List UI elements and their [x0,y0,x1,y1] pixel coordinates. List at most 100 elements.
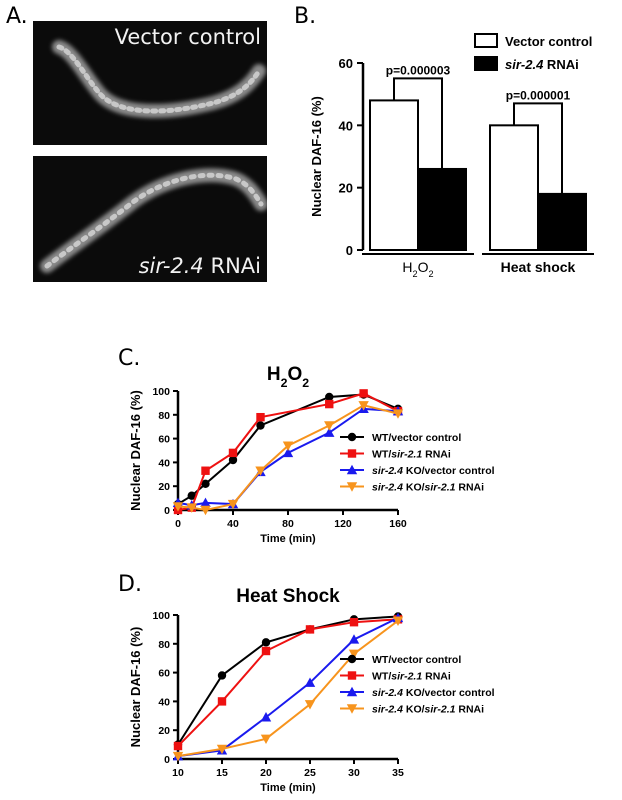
bar-vector-control [489,124,539,251]
y-axis-label: Nuclear DAF-16 (%) [128,390,143,511]
y-tick-label: 0 [164,754,170,766]
data-point [186,503,197,513]
series-line [177,619,399,758]
significance-bracket [393,77,443,169]
data-point [217,697,227,706]
data-point [346,464,358,475]
data-point [173,741,183,751]
y-tick-label: 40 [158,457,170,469]
x-tick-label: 10 [172,767,184,779]
group-label: H2O2 [402,259,433,279]
y-tick-label: 80 [158,639,170,651]
y-tick-label: 60 [339,56,353,71]
data-point [325,399,334,409]
y-tick-label: 20 [158,481,170,493]
y-axis-label: Nuclear DAF-16 (%) [309,96,324,217]
data-point [324,421,335,431]
data-point [172,502,184,512]
p-value-label: p=0.000001 [506,88,571,102]
data-point [217,671,227,680]
data-point [325,392,334,402]
data-point [228,455,238,465]
x-tick-label: 120 [334,518,352,530]
data-point [200,497,211,508]
data-point [256,412,265,422]
x-tick-label: 160 [389,518,407,530]
y-tick-label: 60 [158,434,170,446]
x-axis-label: Time (min) [260,533,316,545]
data-point [346,704,358,714]
data-point [261,646,271,656]
x-tick-label: 30 [348,767,360,779]
data-point [346,686,358,697]
legend-label: sir-2.4 KO/vector control [372,687,495,699]
y-tick-label: 80 [158,410,170,422]
data-point [228,448,238,458]
x-tick-label: 35 [392,767,404,779]
bar-sir24-rnai [417,167,467,251]
x-tick-label: 80 [282,518,294,530]
data-point [347,671,357,680]
series-line [177,392,399,511]
data-point [348,634,360,644]
data-point [201,479,210,489]
x-axis-label: Time (min) [260,782,316,794]
data-point [256,421,265,430]
y-tick-label: 20 [158,725,170,737]
data-point [172,751,184,762]
y-tick-label: 40 [339,118,353,133]
data-point [260,712,272,722]
x-tick-label: 20 [260,767,272,779]
significance-bracket [513,102,563,194]
data-point [216,744,228,755]
data-point [187,491,196,500]
panel-letter-c: C. [118,346,141,371]
y-tick-label: 60 [158,668,170,680]
x-tick-label: 15 [216,767,228,779]
legend-swatch [474,33,498,48]
legend-label: sir-2.4 KO/sir-2.1 RNAi [372,704,484,716]
micrograph-label-sir24-rnai: sir-2.4 RNAi [138,254,261,278]
legend-label: WT/vector control [372,654,461,666]
legend-swatch [474,56,498,71]
data-point [261,638,271,647]
data-point [305,625,315,634]
data-point [304,700,316,710]
x-tick-label: 40 [227,518,239,530]
data-point [304,677,316,687]
data-point [282,441,294,451]
data-point [201,466,210,475]
data-point [358,401,369,411]
data-point [347,432,357,442]
bar-vector-control [369,99,419,252]
legend-label: sir-2.4 KO/sir-2.1 RNAi [372,482,484,494]
data-point [359,389,368,398]
panel-letter-a: A. [6,4,28,29]
data-point [349,618,359,627]
data-point [392,409,404,419]
legend-label: WT/sir-2.1 RNAi [372,449,451,461]
data-point [392,616,404,626]
y-tick-label: 20 [339,181,353,196]
x-tick-label: 25 [304,767,316,779]
x-tick-label: 0 [175,518,181,530]
legend-label: WT/sir-2.1 RNAi [372,671,451,683]
micrograph-vector-control: Vector control [33,21,267,145]
legend-label: Vector control [505,34,592,49]
data-point [324,427,335,437]
panel-letter-b: B. [294,4,317,29]
series-line [177,618,399,747]
data-point [282,447,294,458]
legend-label: sir-2.4 RNAi [505,57,579,72]
chart-title: Heat Shock [236,586,340,607]
y-tick-label: 0 [346,243,353,258]
y-tick-label: 0 [164,505,170,517]
legend-label: WT/vector control [372,432,461,444]
series-line [177,616,399,758]
data-point [200,505,211,516]
data-point [347,654,357,664]
worm-image [40,168,267,273]
data-point [255,466,266,476]
